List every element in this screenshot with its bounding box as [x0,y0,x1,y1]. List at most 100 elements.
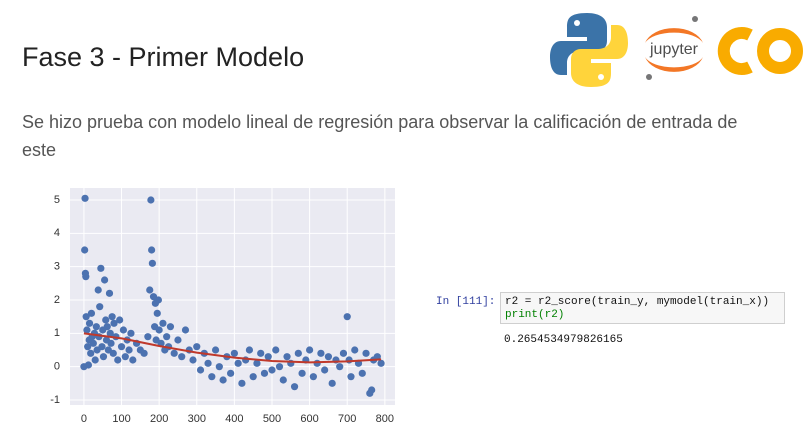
scatter-point [163,333,171,341]
cell-output: 0.2654534979826165 [504,334,623,346]
scatter-point [309,373,317,381]
code-line: r2 = r2_score(train_y, mymodel(train_x)) [505,296,770,308]
scatter-point [119,326,128,334]
scatter-point [264,353,272,361]
scatter-point [110,319,118,327]
scatter-point [328,379,336,387]
x-tick-label: 400 [225,413,243,425]
scatter-point [219,376,227,384]
scatter-point [84,343,92,351]
x-tick-label: 0 [81,413,87,425]
scatter-point [85,319,94,327]
scatter-point [148,246,156,254]
scatter-point [298,369,306,377]
scatter-point [117,343,126,351]
scatter-point [368,386,376,394]
x-tick-label: 600 [300,413,318,425]
jupyter-logo: jupyter [645,16,703,80]
x-tick-label: 800 [376,413,394,425]
scatter-point [125,346,133,354]
scatter-point [189,356,197,364]
scatter-point [82,313,90,321]
scatter-point [211,346,220,354]
scatter-point [146,286,154,294]
scatter-point [153,309,161,317]
y-tick-label: 4 [54,227,60,239]
scatter-point [339,349,348,357]
scatter-point [321,366,329,374]
scatter-point [82,273,90,281]
scatter-point [290,383,299,391]
scatter-point [154,296,162,304]
scatter-point [345,356,353,364]
scatter-point [230,349,238,357]
x-tick-label: 300 [188,413,206,425]
scatter-point [253,359,261,367]
scatter-point [181,326,190,334]
scatter-point [170,349,178,357]
scatter-point [283,353,291,361]
scatter-point [279,376,287,384]
scatter-point [105,289,114,297]
scatter-point [272,346,280,354]
scatter-point [101,276,109,284]
scatter-point [96,303,104,311]
scatter-point [193,343,201,351]
x-tick-label: 100 [112,413,130,425]
scatter-point [129,356,137,364]
scatter-point [106,329,114,337]
scatter-point [234,359,242,367]
x-tick-label: 700 [338,413,356,425]
scatter-point [377,359,385,367]
scatter-point [89,339,97,347]
scatter-point [108,313,116,321]
scatter-point [294,349,302,357]
scatter-point [260,369,269,377]
y-tick-label: 1 [54,327,60,339]
scatter-point [81,194,89,202]
scatter-point [166,323,175,331]
scatter-point [268,366,276,374]
scatter-point [121,353,129,361]
scatter-point [116,316,124,324]
scatter-point [97,264,105,272]
regression-line [83,332,382,364]
scatter-point [313,359,321,367]
scatter-point [306,346,314,354]
scatter-point [159,319,167,327]
scatter-point [155,326,163,334]
scatter-point [204,359,212,367]
scatter-point [148,259,156,267]
scatter-point [140,349,148,357]
scatter-point [208,373,216,381]
y-tick-label: -1 [50,394,60,406]
scatter-point [98,343,106,351]
scatter-point [351,346,359,354]
scatter-point [343,313,351,321]
colab-logo [717,27,803,75]
chart: -1 0 1 2 3 4 5 0 100 200 300 400 500 600 700 800 [50,188,395,425]
scatter-point [91,356,99,364]
scatter-point [103,323,111,331]
scatter-point [109,349,117,357]
scatter-point [249,373,257,381]
scatter-point [99,353,108,361]
code-line: print(r2) [505,309,565,321]
scatter-point [114,356,122,364]
scatter-point [81,246,89,254]
scatter-point [227,369,235,377]
scatter-point [94,286,102,294]
x-tick-label: 500 [263,413,281,425]
scatter-point [174,336,182,344]
y-tick-label: 3 [54,261,60,273]
scatter-point [257,349,265,357]
scatter-point [92,323,100,331]
python-logo [550,13,628,87]
scatter-point [324,353,333,361]
scatter-point [317,349,325,357]
scatter-point [87,349,95,357]
scatter-point [144,333,152,341]
scatter-point [362,349,370,357]
scatter-point [358,369,366,377]
